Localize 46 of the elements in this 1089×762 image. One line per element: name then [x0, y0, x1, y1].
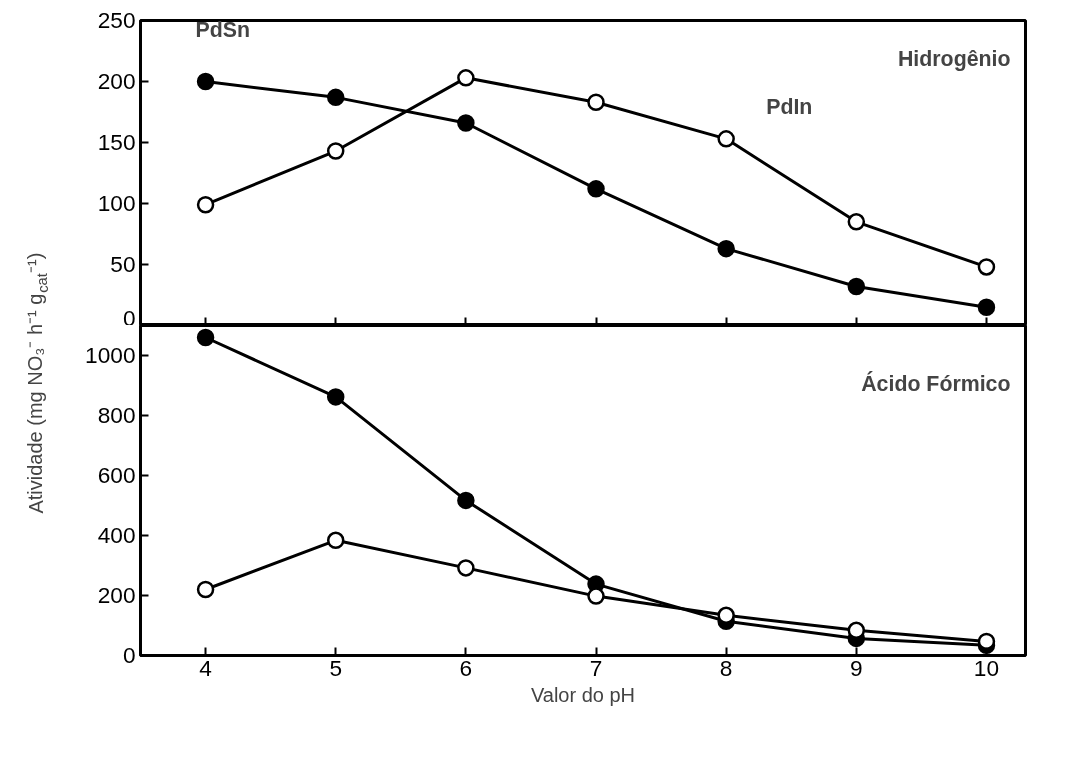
point — [587, 93, 605, 111]
point — [457, 559, 475, 577]
point — [196, 195, 215, 214]
point — [847, 213, 866, 231]
x-tick-label: 6 — [459, 654, 473, 681]
point — [196, 328, 215, 347]
point — [196, 72, 215, 91]
y-tick-label: 150 — [97, 129, 136, 155]
y-tick-label: 1000 — [85, 342, 136, 368]
x-tick-label: 5 — [329, 654, 343, 681]
point — [196, 580, 215, 599]
point — [457, 491, 475, 510]
y-axis-title: Atividade (mg NO₃⁻ h⁻¹ gcat⁻¹) — [24, 252, 51, 514]
y-tick-label: 800 — [97, 402, 136, 428]
point — [457, 69, 475, 87]
y-tick-label: 250 — [97, 7, 136, 33]
y-tick-label: 400 — [97, 522, 136, 548]
point — [717, 239, 735, 258]
series-label: PdIn — [766, 94, 813, 119]
y-tick-label: 50 — [110, 251, 136, 277]
y-tick-label: 100 — [97, 190, 136, 216]
y-tick-label: 0 — [122, 304, 136, 331]
x-axis-title: Valor do pH — [530, 683, 636, 706]
point — [587, 180, 605, 198]
series-label: PdSn — [195, 17, 251, 42]
x-tick-label: 9 — [850, 654, 863, 681]
point — [326, 88, 345, 107]
x-tick-label: 10 — [973, 654, 1000, 681]
annotation: Ácido Fórmico — [861, 370, 1011, 396]
x-tick-label: 7 — [589, 654, 603, 681]
y-tick-label: 200 — [97, 582, 136, 608]
point — [326, 388, 345, 406]
x-tick-label: 8 — [719, 654, 733, 681]
point — [587, 587, 605, 605]
point — [847, 277, 866, 296]
y-tick-label: 600 — [97, 462, 136, 488]
point — [977, 258, 996, 276]
point — [326, 142, 345, 160]
point — [457, 114, 475, 132]
y-tick-label: 0 — [122, 642, 136, 668]
x-tick-label: 4 — [199, 654, 212, 681]
point — [977, 298, 996, 316]
point — [717, 130, 735, 148]
point — [326, 531, 345, 550]
annotation: Hidrogênio — [897, 46, 1011, 71]
y-tick-label: 200 — [97, 68, 136, 94]
